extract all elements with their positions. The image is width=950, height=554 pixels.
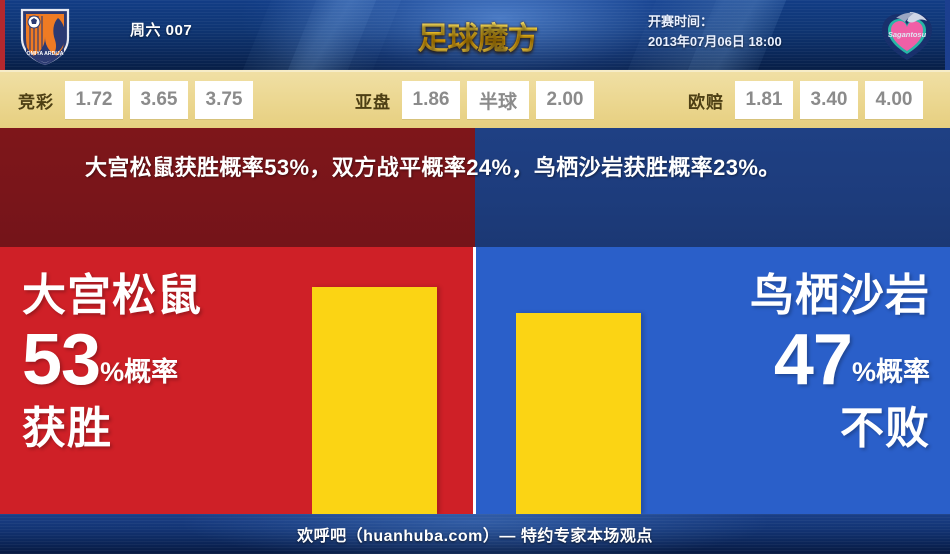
away-probability-value: 47 <box>773 320 853 400</box>
odds-group-label: 亚盘 <box>355 92 391 112</box>
home-outcome-label: 获胜 <box>22 404 112 453</box>
site-logo-text: 足球魔方 <box>418 13 539 58</box>
home-probability-suffix: %概率 <box>100 357 179 387</box>
header-left-edge-accent <box>0 0 5 70</box>
odds-value[interactable]: 3.65 <box>130 81 188 119</box>
away-probability-bar <box>516 313 641 514</box>
home-stats: 大宫松鼠 53 %概率 获胜 <box>22 269 292 457</box>
summary-text: 大宫松鼠获胜概率53%，双方战平概率24%，鸟栖沙岩获胜概率23%。 <box>85 155 781 180</box>
footer-bar: 欢呼吧（huanhuba.com）— 特约专家本场观点 <box>0 514 950 554</box>
match-number: 周六 007 <box>130 22 193 39</box>
home-probability-value: 53 <box>22 320 101 400</box>
header-light-sweep <box>222 0 418 70</box>
summary-band-right-bg <box>475 128 950 247</box>
odds-value[interactable]: 3.40 <box>800 81 858 119</box>
odds-group-yapan: 亚盘 1.86 半球 2.00 <box>355 81 594 119</box>
summary-band-left-bg <box>0 128 475 247</box>
svg-text:OMIYA ARDIJA: OMIYA ARDIJA <box>27 51 64 57</box>
header-bar: OMIYA ARDIJA 周六 007 足球魔方 开赛时间： 2013年07月0… <box>0 0 950 70</box>
odds-value[interactable]: 3.75 <box>195 81 253 119</box>
away-stats: 鸟栖沙岩 47 %概率 不败 <box>630 269 930 457</box>
site-logo: 足球魔方 <box>400 8 555 62</box>
home-team-name: 大宫松鼠 <box>22 271 202 320</box>
header-light-sweep <box>267 0 393 70</box>
odds-value[interactable]: 1.81 <box>735 81 793 119</box>
panel-divider <box>473 247 476 514</box>
sagan-tosu-crest-icon: Sagantosu <box>876 4 938 66</box>
away-outcome-label: 不败 <box>840 404 930 453</box>
svg-text:Sagantosu: Sagantosu <box>888 30 927 39</box>
away-probability-suffix: %概率 <box>851 357 930 387</box>
odds-group-oupei: 欧赔 1.81 3.40 4.00 <box>688 81 923 119</box>
kickoff-label: 开赛时间： <box>648 14 714 29</box>
home-probability-bar <box>312 287 437 514</box>
omiya-ardija-crest-icon: OMIYA ARDIJA <box>14 4 76 66</box>
odds-group-label: 竞彩 <box>18 92 54 112</box>
away-team-name: 鸟栖沙岩 <box>750 271 930 320</box>
odds-value[interactable]: 2.00 <box>536 81 594 119</box>
kickoff-value: 2013年07月06日 18:00 <box>648 34 782 49</box>
probability-chart: 大宫松鼠 53 %概率 获胜 鸟栖沙岩 47 %概率 不败 <box>0 247 950 514</box>
odds-value[interactable]: 1.86 <box>402 81 460 119</box>
odds-handicap[interactable]: 半球 <box>467 81 529 119</box>
odds-group-label: 欧赔 <box>688 92 724 112</box>
summary-band: 大宫松鼠获胜概率53%，双方战平概率24%，鸟栖沙岩获胜概率23%。 <box>0 128 950 247</box>
odds-value[interactable]: 1.72 <box>65 81 123 119</box>
odds-group-jingcai: 竞彩 1.72 3.65 3.75 <box>18 81 253 119</box>
kickoff-time-block: 开赛时间： 2013年07月06日 18:00 <box>648 12 782 52</box>
footer-credit: 欢呼吧（huanhuba.com）— 特约专家本场观点 <box>297 528 653 545</box>
odds-value[interactable]: 4.00 <box>865 81 923 119</box>
header-right-edge-accent <box>945 0 950 70</box>
odds-bar: 竞彩 1.72 3.65 3.75 亚盘 1.86 半球 2.00 欧赔 1.8… <box>0 70 950 128</box>
